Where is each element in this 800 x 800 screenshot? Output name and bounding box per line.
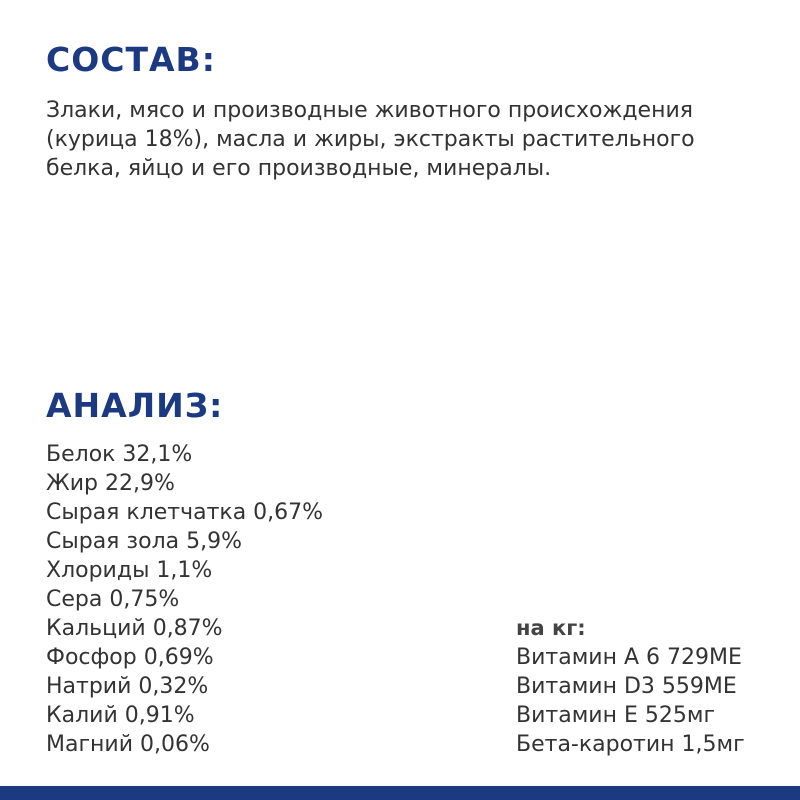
text-line: Витамин А 6 729МЕ xyxy=(516,645,742,670)
text-line: Витамин D3 559МЕ xyxy=(516,674,737,699)
text-line: Натрий 0,32% xyxy=(46,674,209,699)
heading: СОСТАВ: xyxy=(46,40,216,79)
text-line: Сырая клетчатка 0,67% xyxy=(46,500,324,525)
text-line: Кальций 0,87% xyxy=(46,616,223,641)
text-line: Сырая зола 5,9% xyxy=(46,529,242,554)
text-line: белка, яйцо и его производные, минералы. xyxy=(46,156,552,181)
text-line: Жир 22,9% xyxy=(46,471,175,496)
text-line: Хлориды 1,1% xyxy=(46,558,213,583)
composition-text: Злаки, мясо и производные животного прои… xyxy=(46,96,695,183)
text-line: Магний 0,06% xyxy=(46,732,210,757)
text-line: Злаки, мясо и производные животного прои… xyxy=(46,98,693,123)
analysis-list: Белок 32,1% Жир 22,9% Сырая клетчатка 0,67… xyxy=(46,440,323,759)
text-line: Белок 32,1% xyxy=(46,442,193,467)
per-kg-list: на кг: Витамин А 6 729МЕ Витамин D3 559МЕ В… xyxy=(516,614,745,759)
text-line: Фосфор 0,69% xyxy=(46,645,214,670)
footer-bar xyxy=(0,786,800,800)
text-line: Калий 0,91% xyxy=(46,703,195,728)
text-line: Бета-каротин 1,5мг xyxy=(516,732,745,757)
text-line: на кг: xyxy=(516,616,586,640)
text-line: Витамин Е 525мг xyxy=(516,703,715,728)
text-line: Сера 0,75% xyxy=(46,587,180,612)
heading: АНАЛИЗ: xyxy=(46,386,224,425)
text-line: (курица 18%), масла и жиры, экстракты ра… xyxy=(46,127,695,152)
